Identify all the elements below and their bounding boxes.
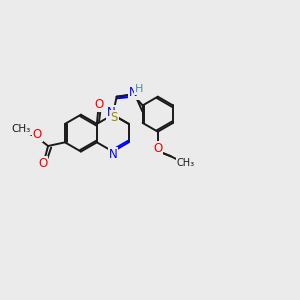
Text: H: H bbox=[135, 84, 143, 94]
Text: N: N bbox=[109, 148, 117, 161]
Text: S: S bbox=[111, 111, 118, 124]
Text: CH₃: CH₃ bbox=[11, 124, 31, 134]
Text: O: O bbox=[95, 98, 104, 111]
Text: CH₃: CH₃ bbox=[176, 158, 194, 168]
Text: O: O bbox=[153, 142, 162, 155]
Text: O: O bbox=[38, 157, 47, 170]
Text: O: O bbox=[33, 128, 42, 141]
Text: N: N bbox=[107, 106, 116, 119]
Text: N: N bbox=[129, 86, 138, 100]
Text: N: N bbox=[132, 85, 141, 98]
